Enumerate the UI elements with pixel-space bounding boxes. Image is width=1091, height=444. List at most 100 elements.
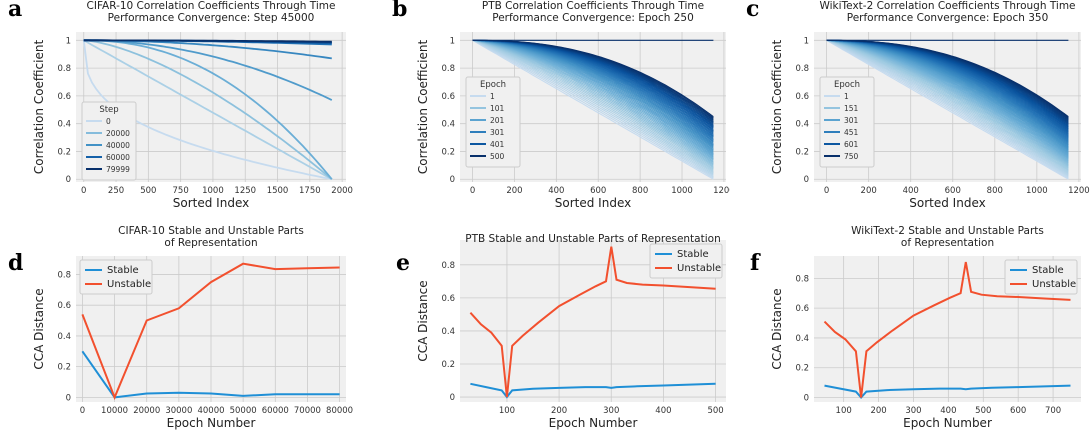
chart-title: PTB Stable and Unstable Parts of Represe… [465, 233, 720, 245]
correlation-curve [826, 39, 1069, 170]
correlation-curve [83, 39, 333, 101]
x-tick-label: 200 [551, 406, 567, 416]
correlation-curve [472, 39, 714, 170]
panel-c: c 0 0.2 0.4 0.6 0.8 1 0 200 400 600 800 1000 1200 Wik… [730, 0, 1091, 220]
series-line [469, 246, 716, 398]
chart-title: CIFAR-10 Stable and Unstable Parts [118, 225, 304, 237]
correlation-curve [826, 39, 1069, 172]
correlation-curve [826, 39, 1069, 178]
x-tick-label: 1000 [1026, 186, 1048, 196]
y-tick-label: 0.2 [795, 364, 809, 374]
x-tick-label: 200 [506, 186, 522, 196]
panel-a: a 0 0.2 0.4 0.6 0.8 1 0 250 500 750 1000 1250 1500 17… [0, 0, 360, 220]
correlation-curve [472, 39, 714, 175]
y-axis-label: CCA Distance [770, 288, 784, 369]
x-tick-label: 200 [870, 406, 886, 416]
correlation-curve [826, 39, 1069, 167]
y-axis-label: Correlation Coefficient [416, 40, 430, 175]
x-tick-label: 500 [975, 406, 991, 416]
legend-entry: 401 [490, 140, 505, 149]
correlation-curve [826, 39, 1069, 176]
x-axis-label: Epoch Number [167, 416, 256, 430]
series-line [81, 350, 340, 399]
legend-title: Step [99, 105, 118, 115]
legend-entry: 0 [106, 117, 111, 126]
correlation-curve [472, 39, 714, 173]
x-axis-label: Sorted Index [555, 196, 631, 210]
y-tick-label: 0.8 [795, 64, 809, 74]
y-tick-label: 0.8 [441, 64, 455, 74]
correlation-curve [826, 39, 1069, 164]
legend-title: Epoch [480, 80, 506, 90]
correlation-curve [472, 39, 714, 161]
chart-title: WikiText-2 Stable and Unstable Parts [851, 225, 1044, 237]
x-tick-label: 600 [1010, 406, 1026, 416]
legend-entry: Unstable [1032, 279, 1076, 290]
panel-label: d [8, 250, 24, 276]
legend-box [649, 243, 723, 279]
correlation-curve [472, 39, 714, 169]
chart-d: 0 0.2 0.4 0.6 0.8 0 10000 20000 30000 40000 50000 6… [32, 225, 353, 430]
correlation-curve [472, 39, 714, 178]
y-tick-label: 1 [66, 36, 71, 46]
x-tick-label: 400 [903, 186, 919, 196]
y-tick-label: 0.8 [57, 64, 71, 74]
chart-a: 0 0.2 0.4 0.6 0.8 1 0 250 500 750 1000 1250 1500 1750… [32, 0, 353, 210]
legend-entry: 750 [844, 152, 859, 161]
correlation-curve [83, 39, 333, 180]
chart-f: 0 0.2 0.4 0.6 0.8 100 200 300 400 500 600 700 WikiTe… [770, 225, 1081, 430]
x-tick-label: 1200 [1068, 186, 1090, 196]
x-tick-label: 60000 [262, 406, 289, 416]
legend-title: Epoch [834, 80, 860, 90]
y-tick-label: 0.4 [441, 327, 455, 337]
legend-entry: 101 [490, 104, 505, 113]
y-tick-label: 0 [450, 393, 455, 403]
y-tick-label: 0 [66, 393, 71, 403]
panel-label: b [392, 0, 408, 22]
y-tick-label: 0.4 [795, 120, 809, 130]
correlation-curve [83, 39, 332, 43]
series-group [81, 262, 340, 401]
x-axis-label: Sorted Index [173, 196, 249, 210]
x-tick-label: 500 [140, 186, 156, 196]
correlation-curve [826, 39, 1069, 179]
x-tick-label: 80000 [326, 406, 353, 416]
x-tick-label: 0 [824, 186, 829, 196]
legend-entry: Stable [677, 249, 709, 260]
panel-e: e 0 0.2 0.4 0.6 0.8 100 200 300 400 500 PTB Stable… [370, 220, 730, 440]
y-tick-label: 0.6 [441, 92, 455, 102]
correlation-curve [826, 39, 1069, 174]
x-tick-label: 400 [548, 186, 564, 196]
x-tick-label: 20000 [133, 406, 160, 416]
correlation-curve [826, 39, 1069, 173]
y-axis-label: Correlation Coefficient [32, 40, 46, 175]
x-tick-label: 0 [81, 186, 86, 196]
correlation-curve [826, 39, 1069, 177]
y-tick-label: 1 [450, 36, 455, 46]
series-line [823, 261, 1071, 398]
legend-entry: 40000 [106, 141, 130, 150]
legend-entry: Unstable [677, 263, 721, 274]
chart-b: 0 0.2 0.4 0.6 0.8 1 0 200 400 600 800 1000 1200 PTB C… [416, 0, 735, 210]
legend-box [79, 259, 153, 295]
y-tick-label: 0.4 [57, 120, 71, 130]
x-tick-label: 1000 [671, 186, 693, 196]
x-tick-label: 1500 [267, 186, 289, 196]
y-axis-label: Correlation Coefficient [770, 40, 784, 175]
x-tick-label: 500 [707, 406, 723, 416]
y-axis-label: CCA Distance [416, 280, 430, 361]
panel-label: a [8, 0, 23, 22]
x-tick-label: 800 [987, 186, 1003, 196]
legend-entry: 500 [490, 152, 505, 161]
y-tick-label: 0.6 [795, 92, 809, 102]
legend-entry: Unstable [107, 279, 151, 290]
correlation-curve [472, 39, 714, 165]
panel-b: b 0 0.2 0.4 0.6 0.8 1 0 200 400 600 800 1000 1200 PTB… [370, 0, 735, 220]
y-tick-label: 0.2 [57, 147, 71, 157]
correlation-curve [472, 39, 714, 164]
correlation-curve [826, 39, 1069, 175]
correlation-curve [472, 39, 714, 176]
series-line [824, 384, 1071, 400]
x-tick-label: 300 [603, 406, 619, 416]
x-tick-label: 70000 [294, 406, 321, 416]
